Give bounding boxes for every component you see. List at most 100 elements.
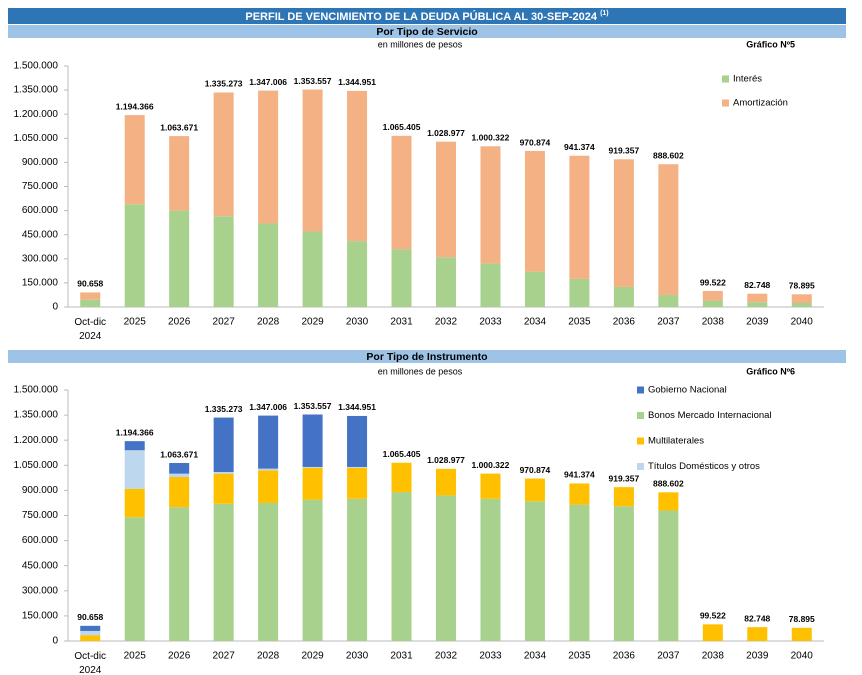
y-tick-label: 450.000 [22, 560, 59, 571]
bar-segment [569, 483, 590, 505]
y-tick-label: 600.000 [22, 535, 59, 546]
x-tick-label: 2028 [257, 651, 280, 662]
bar-segment [80, 292, 101, 300]
x-tick-label: 2030 [346, 317, 369, 328]
bar-segment [347, 498, 368, 641]
legend-swatch [637, 386, 644, 394]
bar-segment [302, 466, 323, 468]
legend-label: Interés [733, 74, 762, 85]
bar-segment [658, 164, 679, 295]
bar-segment [258, 415, 279, 469]
bar-segment [169, 477, 190, 508]
bar-segment [169, 473, 190, 478]
y-tick-label: 1.500.000 [14, 61, 59, 72]
bar-segment [658, 492, 679, 511]
bar-segment [213, 471, 234, 474]
bar-segment [302, 467, 323, 500]
y-tick-label: 300.000 [22, 253, 59, 264]
total-label: 941.374 [564, 470, 595, 480]
bar-segment [169, 507, 190, 641]
bar-segment [702, 300, 723, 307]
bar-segment [213, 216, 234, 307]
x-tick-label: 2033 [479, 317, 502, 328]
total-label: 78.895 [789, 614, 815, 624]
total-label: 919.357 [609, 473, 640, 483]
legend-label: Bonos Mercado Internacional [648, 410, 772, 421]
x-tick-label: 2033 [479, 651, 502, 662]
bar-segment [213, 92, 234, 217]
header-note: (1) [600, 10, 609, 17]
section-bar [8, 350, 846, 363]
bar-segment [524, 501, 545, 641]
x-tick-label: 2026 [168, 651, 191, 662]
y-tick-label: 450.000 [22, 229, 59, 240]
header-title-text: PERFIL DE VENCIMIENTO DE LA DEUDA PÚBLIC… [245, 10, 598, 23]
legend-swatch [637, 463, 644, 470]
bar-segment [435, 468, 457, 496]
total-label: 1.063.671 [160, 449, 198, 459]
bar-segment [169, 136, 190, 211]
bar-segment [747, 302, 768, 307]
bar-segment [347, 241, 368, 307]
y-tick-label: 1.050.000 [14, 460, 59, 471]
total-label: 1.353.557 [294, 76, 332, 86]
x-tick-label: 2037 [657, 651, 680, 662]
total-label: 1.194.366 [116, 101, 154, 111]
x-tick-label: 2031 [390, 317, 413, 328]
bar-segment [524, 151, 545, 272]
legend-label: Amortización [733, 98, 788, 109]
y-tick-label: 150.000 [22, 611, 59, 622]
y-tick-label: 300.000 [22, 585, 59, 596]
x-tick-label: 2036 [613, 317, 636, 328]
header-title: PERFIL DE VENCIMIENTO DE LA DEUDA PÚBLIC… [245, 10, 608, 23]
total-label: 1.347.006 [249, 402, 287, 412]
legend-swatch [722, 75, 729, 83]
bar-segment [791, 302, 812, 307]
x-tick-line: Oct-dic [74, 317, 106, 328]
x-tick-label: 2027 [213, 651, 236, 662]
x-tick-label: 2037 [657, 317, 680, 328]
y-tick-label: 1.350.000 [14, 410, 59, 421]
total-label: 1.000.322 [472, 133, 510, 143]
bar-segment [569, 504, 590, 641]
bar-segment [747, 627, 768, 641]
bar-segment [124, 488, 145, 518]
bar-segment [80, 635, 101, 641]
bar-segment [213, 417, 234, 472]
bar-segment [213, 503, 234, 641]
x-tick-label: 2034 [524, 651, 547, 662]
y-tick-label: 1.200.000 [14, 435, 59, 446]
legend-swatch [637, 437, 644, 445]
header-bar [8, 8, 846, 24]
bar-segment [435, 141, 457, 258]
total-label: 78.895 [789, 281, 815, 291]
bar-segment [569, 155, 590, 279]
chart-title: Por Tipo de Servicio [376, 26, 477, 38]
legend-label: Títulos Domésticos y otros [648, 461, 760, 472]
bar-segment [480, 473, 501, 499]
x-tick-label: 2027 [213, 317, 236, 328]
bar-segment [80, 630, 101, 636]
x-tick-label: 2031 [390, 651, 413, 662]
x-tick-label: 2035 [568, 651, 591, 662]
total-label: 90.658 [77, 612, 103, 622]
bar-segment [658, 294, 679, 307]
bar-segment [347, 90, 368, 242]
x-tick-label: 2038 [702, 651, 725, 662]
y-tick-label: 1.500.000 [14, 385, 59, 396]
x-tick-label: 2040 [791, 317, 814, 328]
y-tick-label: 0 [52, 302, 58, 313]
total-label: 1.065.405 [383, 122, 421, 132]
bar-segment [702, 291, 723, 301]
x-tick-line: Oct-dic [74, 651, 106, 662]
x-tick-label: 2028 [257, 317, 280, 328]
x-tick-label: 2039 [746, 317, 769, 328]
bar-segment [124, 441, 145, 451]
bar-segment [613, 487, 634, 507]
bar-segment [791, 294, 812, 303]
chart-title: Por Tipo de Instrumento [366, 351, 487, 363]
x-tick-line: 2024 [79, 665, 102, 675]
total-label: 1.028.977 [427, 455, 465, 465]
total-label: 82.748 [744, 280, 770, 290]
